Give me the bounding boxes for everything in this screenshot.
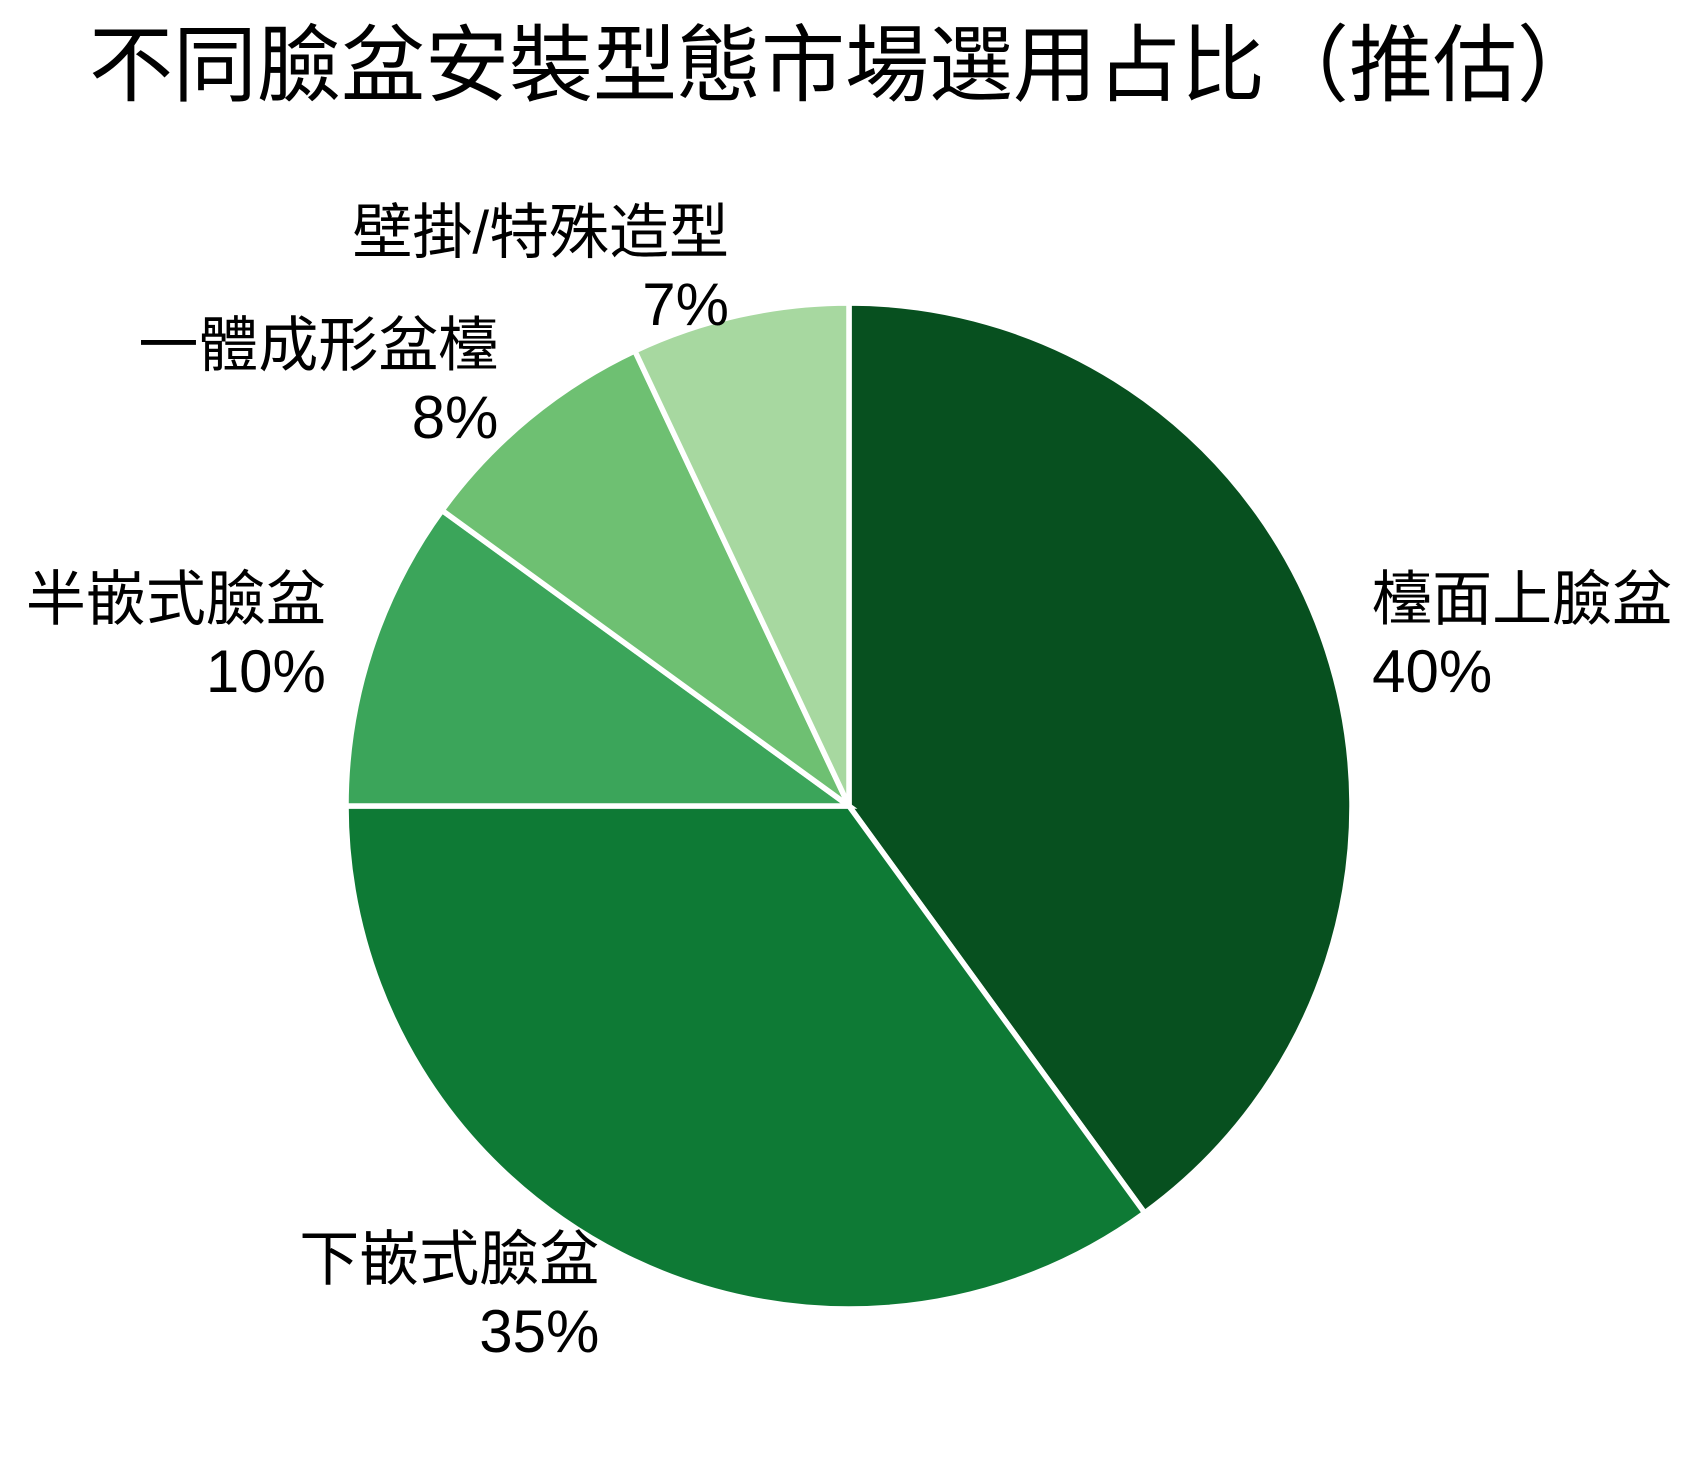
slice-label-value: 7% bbox=[642, 271, 730, 339]
chart-title: 不同臉盆安裝型態市場選用占比（推估） bbox=[88, 18, 1602, 113]
slice-label-name: 半嵌式臉盆 bbox=[25, 566, 326, 634]
slice-label-value: 10% bbox=[205, 638, 326, 706]
pie-slice-1 bbox=[343, 803, 1149, 1312]
pie-slices bbox=[343, 300, 1355, 1312]
slice-label-value: 40% bbox=[1372, 638, 1493, 706]
slice-label-name: 壁掛/特殊造型 bbox=[352, 199, 730, 267]
slice-label-name: 一體成形盆檯 bbox=[138, 312, 499, 380]
slice-label-semi-recessed-basin: 半嵌式臉盆 10% bbox=[26, 564, 326, 708]
slice-label-value: 35% bbox=[479, 1298, 600, 1366]
slice-label-wall-mounted-special: 壁掛/特殊造型 7% bbox=[352, 197, 729, 341]
slice-label-countertop-basin: 檯面上臉盆 40% bbox=[1372, 564, 1672, 708]
slice-label-integrated-basin-counter: 一體成形盆檯 8% bbox=[138, 310, 498, 454]
pie-slice-2 bbox=[343, 506, 858, 809]
slice-label-name: 檯面上臉盆 bbox=[1372, 566, 1673, 634]
slice-label-name: 下嵌式臉盆 bbox=[299, 1226, 600, 1294]
slice-label-value: 8% bbox=[411, 384, 499, 452]
pie-slice-4 bbox=[631, 300, 852, 808]
slice-label-undermount-basin: 下嵌式臉盆 35% bbox=[299, 1224, 599, 1368]
pie-slice-3 bbox=[438, 347, 852, 809]
pie-slice-0 bbox=[846, 300, 1355, 1217]
